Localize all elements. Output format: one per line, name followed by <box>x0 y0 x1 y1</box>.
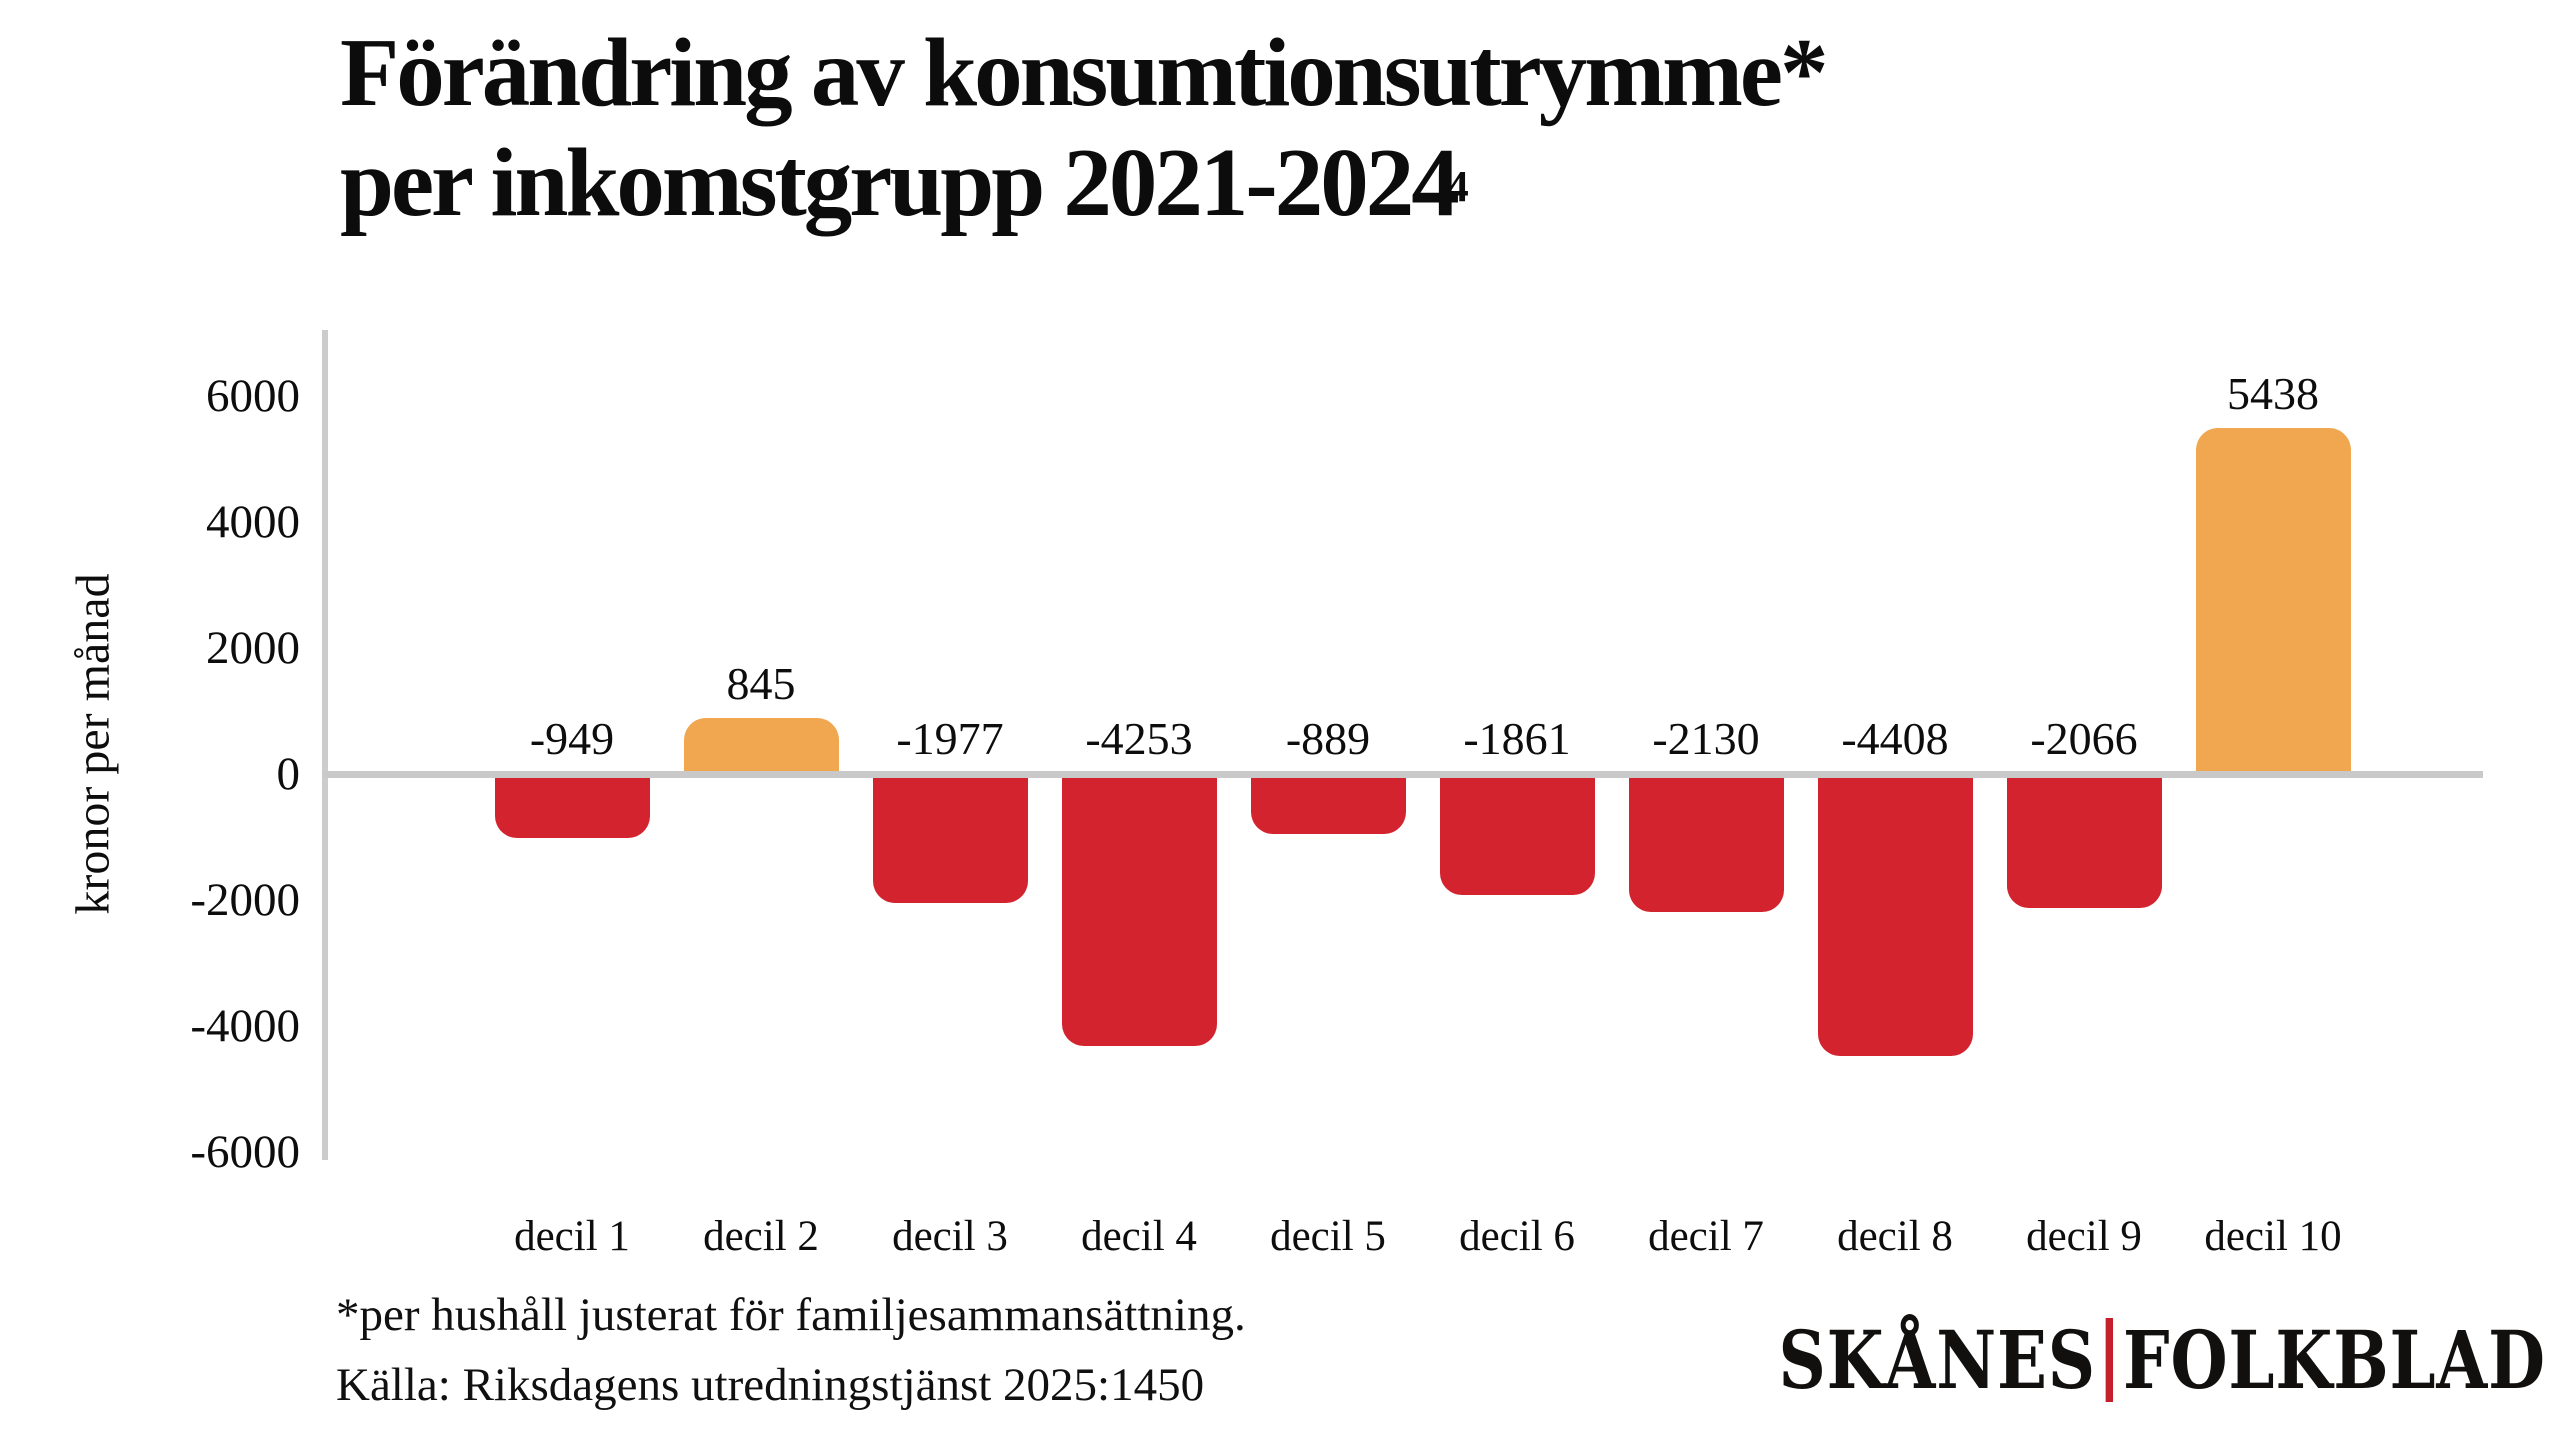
bar-decil-7 <box>1628 778 1784 912</box>
value-label-decil-6: -1861 <box>1463 713 1571 764</box>
bar-decil-4 <box>1061 778 1217 1046</box>
value-label-decil-10: 5438 <box>2227 368 2319 419</box>
y-tick-label-2000: 2000 <box>206 622 300 674</box>
category-label-decil-3: decil 3 <box>892 1213 1008 1260</box>
value-label-decil-5: -889 <box>1285 713 1371 764</box>
value-label-decil-3: -1977 <box>896 713 1004 764</box>
logo-part2: FOLKBLAD <box>2123 1313 2546 1407</box>
category-label-decil-9: decil 9 <box>2026 1213 2142 1260</box>
chart-title-line1: Förändring av konsumtionsutrymme* <box>340 19 1828 126</box>
value-label-decil-2: 845 <box>726 658 796 709</box>
chart-title-line2: per inkomstgrupp 2021-20244 <box>340 128 1469 236</box>
zero-baseline <box>322 771 2483 778</box>
y-tick-label-6000: 6000 <box>206 370 300 422</box>
logo-part1: SKÅNES <box>1778 1313 2097 1407</box>
value-label-decil-7: -2130 <box>1652 713 1760 764</box>
y-tick-label--6000: -6000 <box>190 1126 300 1178</box>
logo-divider-bar <box>2106 1318 2114 1402</box>
bar-decil-1 <box>494 778 650 838</box>
publisher-logo: SKÅNES FOLKBLAD <box>1779 1316 2546 1404</box>
bar-decil-2 <box>683 718 839 771</box>
category-label-decil-8: decil 8 <box>1837 1213 1953 1260</box>
category-label-decil-5: decil 5 <box>1270 1213 1386 1260</box>
y-tick-label-0: 0 <box>276 748 301 800</box>
title-artifact-digit: 4 <box>1446 161 1469 211</box>
bar-decil-10 <box>2195 428 2351 771</box>
bar-decil-5 <box>1250 778 1406 834</box>
bar-decil-8 <box>1817 778 1973 1056</box>
footnote-asterisk: *per hushåll justerat för familjesammans… <box>336 1289 1246 1341</box>
footnote-source: Källa: Riksdagens utredningstjänst 2025:… <box>336 1359 1205 1411</box>
category-label-decil-7: decil 7 <box>1648 1213 1764 1260</box>
y-tick-label--4000: -4000 <box>190 1000 300 1052</box>
value-label-decil-8: -4408 <box>1841 713 1949 764</box>
bar-decil-3 <box>872 778 1028 903</box>
value-label-decil-9: -2066 <box>2030 713 2138 764</box>
value-label-decil-4: -4253 <box>1085 713 1193 764</box>
category-label-decil-6: decil 6 <box>1459 1213 1575 1260</box>
y-axis-line <box>322 330 328 1160</box>
category-label-decil-2: decil 2 <box>703 1213 819 1260</box>
category-label-decil-4: decil 4 <box>1081 1213 1197 1260</box>
value-label-decil-1: -949 <box>529 713 615 764</box>
y-tick-label--2000: -2000 <box>190 874 300 926</box>
category-label-decil-10: decil 10 <box>2204 1213 2342 1260</box>
chart-title: Förändring av konsumtionsutrymme* per in… <box>340 18 1828 237</box>
category-label-decil-1: decil 1 <box>514 1213 630 1260</box>
y-tick-label-4000: 4000 <box>206 496 300 548</box>
bar-decil-6 <box>1439 778 1595 895</box>
bar-decil-9 <box>2006 778 2162 908</box>
